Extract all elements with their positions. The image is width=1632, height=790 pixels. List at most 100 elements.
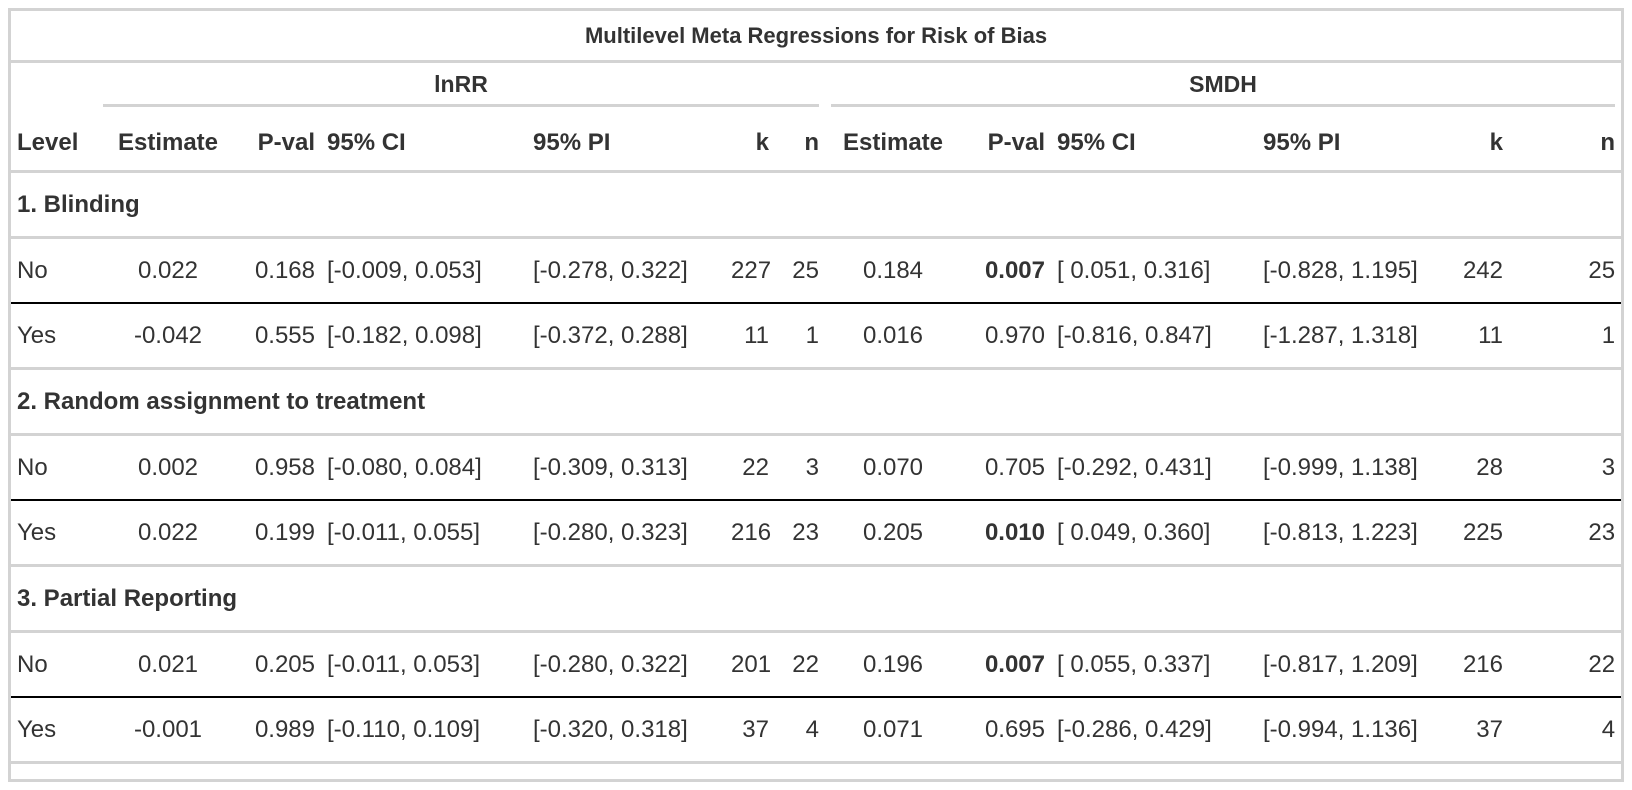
group-label: 3. Partial Reporting <box>11 565 1622 633</box>
col-header-smdh-n: n <box>1509 115 1622 173</box>
smdh-k-cell: 28 <box>1455 434 1509 501</box>
col-header-lnrr-ci: 95% CI <box>321 115 527 173</box>
smdh-ci-cell: [ 0.055, 0.337] <box>1051 631 1257 698</box>
lnrr-k-cell: 227 <box>725 237 775 304</box>
spanner-lnrr: lnRR <box>103 71 819 107</box>
smdh-estimate-cell: 0.196 <box>825 631 961 698</box>
col-header-lnrr-n: n <box>775 115 825 173</box>
smdh-pval-cell: 0.007 <box>961 237 1051 304</box>
smdh-n-cell: 25 <box>1509 237 1622 304</box>
smdh-estimate-cell: 0.205 <box>825 500 961 567</box>
smdh-n-cell: 4 <box>1509 697 1622 764</box>
smdh-n-cell: 23 <box>1509 500 1622 567</box>
smdh-ci-cell: [ 0.049, 0.360] <box>1051 500 1257 567</box>
table-frame <box>8 8 1624 782</box>
lnrr-estimate-cell: -0.042 <box>97 303 239 370</box>
lnrr-ci-cell: [-0.080, 0.084] <box>321 434 527 501</box>
lnrr-ci-cell: [-0.011, 0.055] <box>321 500 527 567</box>
spanner-lnrr-cell: lnRR <box>97 62 825 116</box>
lnrr-pval-cell: 0.958 <box>239 434 321 501</box>
smdh-estimate-cell: 0.016 <box>825 303 961 370</box>
smdh-pval-cell: 0.695 <box>961 697 1051 764</box>
level-cell: Yes <box>11 697 97 764</box>
col-header-smdh-ci: 95% CI <box>1051 115 1257 173</box>
lnrr-ci-cell: [-0.009, 0.053] <box>321 237 527 304</box>
smdh-estimate-cell: 0.070 <box>825 434 961 501</box>
table-row: Yes 0.022 0.199 [-0.011, 0.055] [-0.280, 0.3… <box>11 500 1622 567</box>
smdh-pi-cell: [-0.994, 1.136] <box>1257 697 1455 764</box>
lnrr-estimate-cell: 0.022 <box>97 500 239 567</box>
smdh-pval-cell: 0.705 <box>961 434 1051 501</box>
smdh-pi-cell: [-0.999, 1.138] <box>1257 434 1455 501</box>
lnrr-ci-cell: [-0.011, 0.053] <box>321 631 527 698</box>
group-label: 2. Random assignment to treatment <box>11 368 1622 436</box>
smdh-pi-cell: [-0.828, 1.195] <box>1257 237 1455 304</box>
level-cell: No <box>11 434 97 501</box>
table-row: Yes -0.042 0.555 [-0.182, 0.098] [-0.372, 0.… <box>11 303 1622 370</box>
meta-regression-table: Multilevel Meta Regressions for Risk of … <box>11 11 1622 764</box>
level-cell: No <box>11 237 97 304</box>
col-header-smdh-estimate: Estimate <box>825 115 961 173</box>
table-body: 1. Blinding No 0.022 0.168 [-0.009, 0.053] [-… <box>11 171 1622 764</box>
column-header-row: Level Estimate P-val 95% CI 95% PI k n E… <box>11 115 1622 173</box>
smdh-pval-cell: 0.007 <box>961 631 1051 698</box>
spanner-smdh: SMDH <box>831 71 1616 107</box>
table-row: No 0.022 0.168 [-0.009, 0.053] [-0.278, 0.32… <box>11 237 1622 304</box>
group-row: 1. Blinding <box>11 171 1622 239</box>
smdh-n-cell: 22 <box>1509 631 1622 698</box>
level-cell: No <box>11 631 97 698</box>
table-row: No 0.021 0.205 [-0.011, 0.053] [-0.280, 0.32… <box>11 631 1622 698</box>
table-row: No 0.002 0.958 [-0.080, 0.084] [-0.309, 0.31… <box>11 434 1622 501</box>
lnrr-n-cell: 3 <box>775 434 825 501</box>
lnrr-n-cell: 23 <box>775 500 825 567</box>
smdh-pval-cell: 0.010 <box>961 500 1051 567</box>
group-row: 2. Random assignment to treatment <box>11 368 1622 436</box>
lnrr-k-cell: 11 <box>725 303 775 370</box>
smdh-k-cell: 225 <box>1455 500 1509 567</box>
level-cell: Yes <box>11 303 97 370</box>
lnrr-ci-cell: [-0.182, 0.098] <box>321 303 527 370</box>
lnrr-pval-cell: 0.989 <box>239 697 321 764</box>
spanner-smdh-cell: SMDH <box>825 62 1621 116</box>
smdh-n-cell: 3 <box>1509 434 1622 501</box>
lnrr-n-cell: 25 <box>775 237 825 304</box>
lnrr-n-cell: 22 <box>775 631 825 698</box>
lnrr-n-cell: 4 <box>775 697 825 764</box>
lnrr-pval-cell: 0.205 <box>239 631 321 698</box>
smdh-k-cell: 37 <box>1455 697 1509 764</box>
smdh-pi-cell: [-0.817, 1.209] <box>1257 631 1455 698</box>
table-title: Multilevel Meta Regressions for Risk of … <box>11 11 1622 63</box>
smdh-k-cell: 216 <box>1455 631 1509 698</box>
col-header-smdh-k: k <box>1455 115 1509 173</box>
table-row: Yes -0.001 0.989 [-0.110, 0.109] [-0.320, 0.… <box>11 697 1622 764</box>
lnrr-k-cell: 201 <box>725 631 775 698</box>
smdh-ci-cell: [-0.292, 0.431] <box>1051 434 1257 501</box>
lnrr-k-cell: 37 <box>725 697 775 764</box>
lnrr-estimate-cell: 0.002 <box>97 434 239 501</box>
lnrr-pval-cell: 0.199 <box>239 500 321 567</box>
smdh-estimate-cell: 0.071 <box>825 697 961 764</box>
col-header-smdh-pi: 95% PI <box>1257 115 1455 173</box>
col-header-lnrr-estimate: Estimate <box>97 115 239 173</box>
col-header-lnrr-pi: 95% PI <box>527 115 725 173</box>
col-header-level: Level <box>11 115 97 173</box>
col-header-lnrr-k: k <box>725 115 775 173</box>
lnrr-k-cell: 216 <box>725 500 775 567</box>
smdh-estimate-cell: 0.184 <box>825 237 961 304</box>
group-label: 1. Blinding <box>11 171 1622 239</box>
lnrr-estimate-cell: 0.021 <box>97 631 239 698</box>
level-cell: Yes <box>11 500 97 567</box>
smdh-k-cell: 242 <box>1455 237 1509 304</box>
lnrr-ci-cell: [-0.110, 0.109] <box>321 697 527 764</box>
smdh-pval-cell: 0.970 <box>961 303 1051 370</box>
lnrr-pi-cell: [-0.320, 0.318] <box>527 697 725 764</box>
lnrr-pi-cell: [-0.278, 0.322] <box>527 237 725 304</box>
lnrr-pi-cell: [-0.309, 0.313] <box>527 434 725 501</box>
smdh-ci-cell: [ 0.051, 0.316] <box>1051 237 1257 304</box>
col-header-smdh-pval: P-val <box>961 115 1051 173</box>
col-header-lnrr-pval: P-val <box>239 115 321 173</box>
lnrr-pi-cell: [-0.372, 0.288] <box>527 303 725 370</box>
smdh-k-cell: 11 <box>1455 303 1509 370</box>
lnrr-pval-cell: 0.168 <box>239 237 321 304</box>
group-row: 3. Partial Reporting <box>11 565 1622 633</box>
